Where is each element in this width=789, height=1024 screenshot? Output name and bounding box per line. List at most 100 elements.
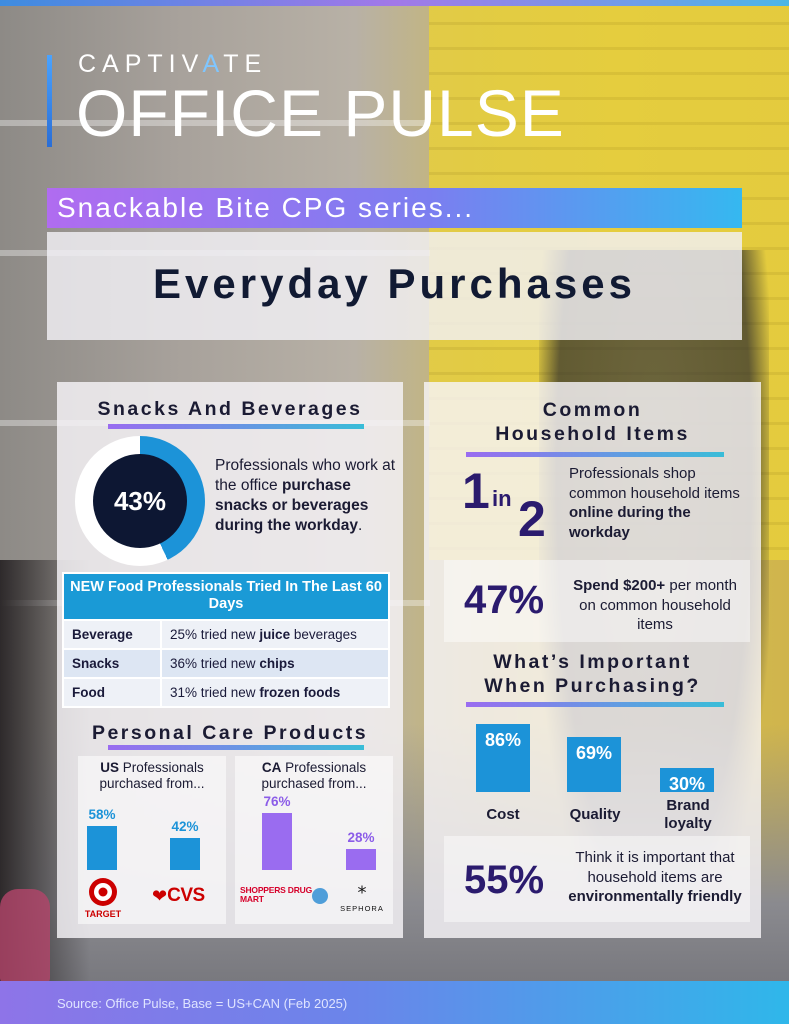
personal-care-title: Personal Care Products bbox=[91, 722, 369, 744]
brand-accent-letter: A bbox=[202, 50, 224, 78]
eco-stat-text: Think it is important that household ite… bbox=[562, 848, 748, 907]
subject-panel: Everyday Purchases bbox=[47, 232, 742, 340]
snacks-description: Professionals who work at the office pur… bbox=[215, 456, 397, 537]
table-cell-category: Snacks bbox=[62, 647, 162, 679]
target-bullseye-icon bbox=[89, 878, 117, 906]
cell-bold: frozen foods bbox=[259, 684, 341, 700]
brand-text: CAPTIVATE bbox=[78, 50, 268, 78]
cell-plain: 31% tried new bbox=[170, 684, 260, 700]
source-note: Source: Office Pulse, Base = US+CAN (Feb… bbox=[57, 996, 348, 1011]
target-wordmark: TARGET bbox=[84, 909, 122, 919]
cell-bold: juice bbox=[259, 626, 291, 642]
eco-stat-value: 55% bbox=[464, 858, 545, 902]
bar-cvs bbox=[170, 838, 200, 870]
bar-sephora bbox=[346, 849, 376, 870]
important-section-title: What’s Important When Purchasing? bbox=[424, 650, 761, 699]
household-section-title: Common Household Items bbox=[424, 398, 761, 447]
eco-bold: environmentally friendly bbox=[568, 888, 742, 905]
bar-value-label: 58% bbox=[88, 806, 116, 822]
bar-category-label: Quality bbox=[569, 806, 621, 823]
food-table: NEW Food Professionals Tried In The Last… bbox=[62, 572, 390, 708]
ca-panel-heading: CA Professionals purchased from... bbox=[238, 760, 390, 792]
one-in-two-stat: 1 in 2 bbox=[462, 466, 562, 546]
stat-one: 1 bbox=[462, 463, 490, 519]
bar-value-label: 69% bbox=[575, 743, 613, 764]
snacks-text-end: . bbox=[357, 517, 363, 535]
shoppers-wordmark: SHOPPERS DRUG MART bbox=[240, 885, 313, 904]
footer-gradient bbox=[0, 981, 789, 1024]
sephora-flame-icon: ⁎ bbox=[357, 877, 367, 897]
us-label: US bbox=[100, 760, 119, 775]
cell-plain: 25% tried new bbox=[170, 626, 260, 642]
cell-plain-end: beverages bbox=[290, 626, 357, 642]
important-title-line1: What’s Important bbox=[493, 651, 692, 673]
shoppers-logo: SHOPPERS DRUG MART bbox=[240, 886, 336, 904]
sephora-logo: ⁎ SEPHORA bbox=[338, 878, 386, 913]
household-online-text: Professionals shop common household item… bbox=[569, 464, 754, 542]
subject-title: Everyday Purchases bbox=[153, 260, 636, 307]
ca-label: CA bbox=[261, 760, 282, 775]
page-title: OFFICE PULSE bbox=[76, 76, 565, 150]
important-title-line2: When Purchasing? bbox=[484, 675, 701, 698]
us-heading-text: Professionals purchased from... bbox=[99, 760, 205, 792]
table-cell-category: Food bbox=[62, 676, 162, 708]
shoppers-emblem-icon bbox=[312, 888, 328, 904]
brand-logo: CAPTIVATE bbox=[78, 50, 267, 79]
table-cell-value: 36% tried new chips bbox=[160, 647, 390, 679]
snacks-text-plain: Professionals who work at the office bbox=[215, 457, 396, 495]
stat-in: in bbox=[492, 486, 512, 511]
spend-stat-text: Spend $200+ per month on common househol… bbox=[566, 576, 744, 635]
bar-value-label: 30% bbox=[668, 774, 706, 795]
table-header-row: NEW Food Professionals Tried In The Last… bbox=[62, 572, 390, 621]
bar-value-label: 42% bbox=[171, 819, 199, 835]
us-panel-heading: US Professionals purchased from... bbox=[80, 760, 224, 792]
household-online-plain: Professionals shop common household item… bbox=[569, 465, 740, 502]
right-panel bbox=[424, 382, 761, 938]
bar-value-label: 76% bbox=[263, 794, 291, 809]
household-online-bold: online during the workday bbox=[569, 504, 691, 541]
spend-bold: Spend $200+ bbox=[573, 577, 666, 594]
shelf-line bbox=[0, 120, 430, 126]
household-title-line2: Household Items bbox=[495, 423, 690, 446]
spend-stat-value: 47% bbox=[464, 578, 545, 622]
bar-value-label: 86% bbox=[484, 730, 522, 751]
sephora-wordmark: SEPHORA bbox=[340, 904, 384, 913]
bar-cost: 86% bbox=[476, 724, 530, 792]
stat-two: 2 bbox=[518, 491, 546, 547]
personal-care-underline bbox=[108, 745, 364, 750]
ca-heading-text: Professionals purchased from... bbox=[261, 760, 367, 792]
household-title-underline bbox=[466, 452, 724, 457]
table-cell-value: 25% tried new juice beverages bbox=[160, 618, 390, 650]
bar-category-label: Cost bbox=[486, 806, 520, 823]
bottle-shape bbox=[0, 889, 50, 984]
spend-stat-box bbox=[444, 560, 750, 642]
eco-plain: Think it is important that household ite… bbox=[575, 849, 735, 886]
cvs-wordmark: CVS bbox=[167, 885, 205, 906]
snacks-section-title: Snacks And Beverages bbox=[97, 398, 363, 420]
header-accent-bar bbox=[47, 55, 52, 147]
bar-target bbox=[87, 825, 117, 870]
top-gradient-strip bbox=[0, 0, 789, 6]
bar-quality: 69% bbox=[567, 737, 621, 792]
donut-value: 43% bbox=[93, 454, 187, 548]
important-title-underline bbox=[466, 702, 724, 707]
cell-bold: chips bbox=[259, 655, 295, 671]
table-cell-value: 31% tried new frozen foods bbox=[160, 676, 390, 708]
bar-value-label: 28% bbox=[347, 830, 375, 845]
bar-category-label: Brand loyalty bbox=[664, 797, 712, 832]
table-cell-category: Beverage bbox=[62, 618, 162, 650]
snacks-text-bold: purchase snacks or beverages during the … bbox=[215, 477, 369, 535]
table-row: Beverage 25% tried new juice beverages bbox=[62, 618, 390, 650]
heart-icon: ❤ bbox=[152, 886, 168, 906]
eco-stat-box bbox=[444, 836, 750, 922]
cell-plain: 36% tried new bbox=[170, 655, 260, 671]
table-header: NEW Food Professionals Tried In The Last… bbox=[62, 572, 390, 621]
table-row: Food 31% tried new frozen foods bbox=[62, 676, 390, 708]
spend-plain: per month on common household items bbox=[579, 577, 737, 633]
snacks-title-underline bbox=[108, 424, 364, 429]
cvs-logo: ❤ CVS bbox=[152, 884, 216, 908]
bar-brand-loyalty: 30% bbox=[660, 768, 714, 795]
bar-shoppers bbox=[262, 813, 292, 870]
series-banner: Snackable Bite CPG series... bbox=[47, 188, 742, 228]
target-logo: TARGET bbox=[84, 877, 122, 919]
